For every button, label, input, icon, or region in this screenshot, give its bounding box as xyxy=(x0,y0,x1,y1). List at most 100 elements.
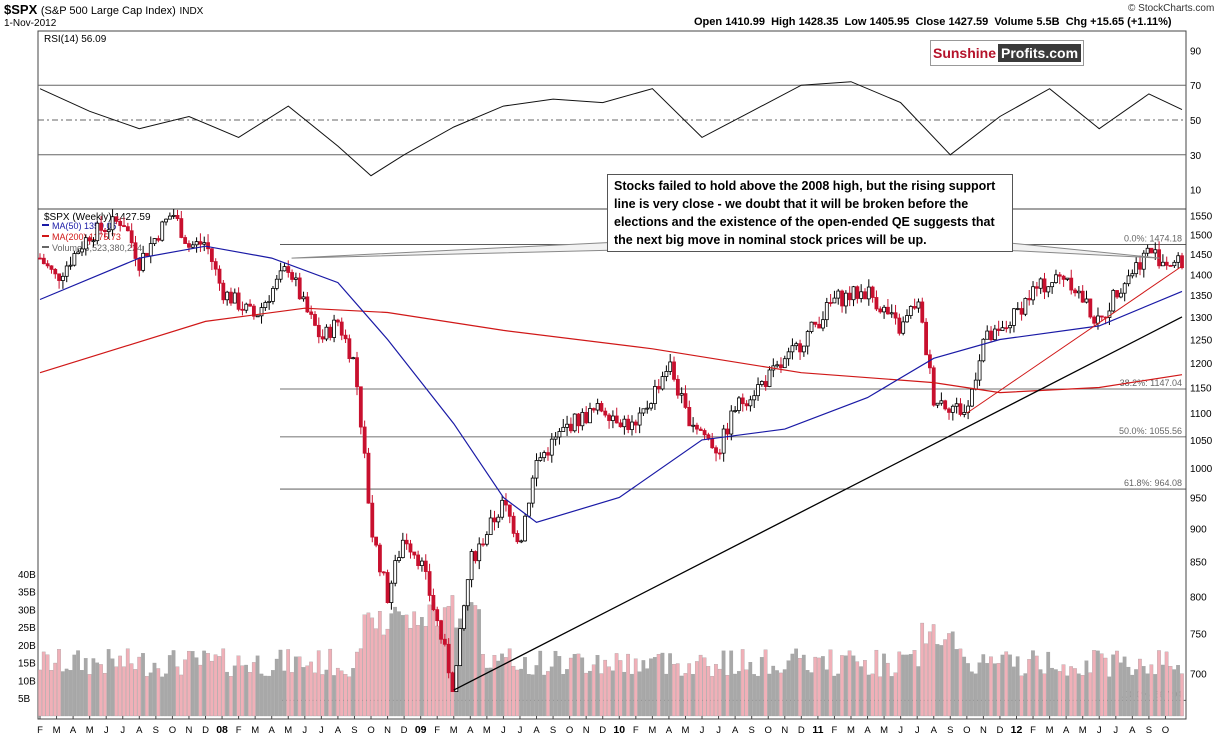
candle-body xyxy=(64,265,69,277)
volume-bar xyxy=(171,650,176,717)
volume-bar xyxy=(1019,675,1024,717)
high-value: 1428.35 xyxy=(798,16,839,28)
volume-bar xyxy=(267,675,271,717)
volume-bar xyxy=(526,674,531,717)
volume-bar xyxy=(1069,666,1073,717)
rsi-tick-label: 70 xyxy=(1190,81,1202,92)
volume-bar xyxy=(549,666,554,717)
price-tick-label: 1250 xyxy=(1190,336,1213,347)
candle-body xyxy=(561,426,566,432)
volume-bar xyxy=(141,653,145,717)
volume-bar xyxy=(183,659,187,717)
volume-bar xyxy=(679,675,684,717)
candle-body xyxy=(316,324,321,338)
candle-body xyxy=(824,302,829,321)
x-axis-label: 08 xyxy=(216,724,228,736)
volume-bar xyxy=(179,674,184,717)
volume-bar xyxy=(870,673,875,717)
candle-body xyxy=(790,345,795,353)
volume-bar xyxy=(538,650,543,717)
volume-bar xyxy=(855,661,860,717)
volume-bar xyxy=(633,658,638,717)
candle-body xyxy=(167,215,172,220)
volume-bar xyxy=(469,602,474,717)
volume-bar xyxy=(1084,660,1089,717)
volume-bar xyxy=(1065,675,1070,717)
volume-bar xyxy=(435,625,439,717)
volume-bar xyxy=(565,669,569,717)
candle-body xyxy=(355,357,359,388)
volume-bar xyxy=(966,663,970,717)
candle-body xyxy=(343,334,348,340)
volume-bar xyxy=(511,665,516,717)
volume-bar xyxy=(351,668,355,717)
volume-bar xyxy=(973,673,978,717)
candle-body xyxy=(859,291,864,299)
candle-body xyxy=(1149,247,1154,254)
candle-body xyxy=(1172,261,1177,267)
price-tick-label: 950 xyxy=(1190,494,1207,505)
x-axis-label: O xyxy=(765,725,772,736)
volume-bar xyxy=(863,660,867,717)
candle-body xyxy=(412,551,417,556)
x-axis-label: O xyxy=(963,725,970,736)
candle-body xyxy=(1019,308,1024,315)
volume-bar xyxy=(1118,662,1123,717)
candle-body xyxy=(439,620,443,640)
candle-body xyxy=(840,290,844,307)
x-axis-label: J xyxy=(501,725,506,736)
volume-bar xyxy=(229,676,233,717)
candle-body xyxy=(645,407,650,410)
candle-body xyxy=(737,397,741,411)
candle-body xyxy=(416,554,421,567)
volume-bar xyxy=(630,673,634,717)
volume-bar xyxy=(408,627,413,717)
x-axis-label: 11 xyxy=(812,724,823,736)
volume-bar xyxy=(271,670,275,717)
candle-body xyxy=(504,499,508,506)
volume-bar xyxy=(843,655,848,717)
candle-body xyxy=(1008,325,1013,329)
x-axis-label: M xyxy=(1079,725,1087,736)
candle-body xyxy=(985,330,990,340)
price-tick-label: 1050 xyxy=(1190,436,1213,447)
volume-bar xyxy=(1096,650,1100,717)
volume-bar xyxy=(897,651,902,717)
volume-bar xyxy=(175,666,180,717)
candle-body xyxy=(897,317,902,334)
volume-bar xyxy=(484,667,489,717)
candle-body xyxy=(729,410,734,435)
volume-bar xyxy=(748,662,753,717)
candle-body xyxy=(313,314,317,326)
volume-bar xyxy=(1042,673,1047,717)
candle-body xyxy=(557,431,562,438)
candle-body xyxy=(851,286,856,301)
price-panel: $SPX (Weekly) 1427.59 MA(50) 1359.06MA(2… xyxy=(18,208,1213,720)
candle-body xyxy=(309,311,314,315)
candle-body xyxy=(305,296,310,313)
volume-bar xyxy=(1126,666,1131,717)
volume-bar xyxy=(981,654,986,717)
candle-body xyxy=(775,364,780,367)
candle-body xyxy=(523,515,527,542)
volume-bar xyxy=(828,649,833,717)
volume-bar xyxy=(118,655,122,717)
candle-body xyxy=(187,243,191,248)
volume-bar xyxy=(381,634,386,717)
candle-body xyxy=(568,423,573,432)
candle-body xyxy=(450,672,455,692)
candle-body xyxy=(679,393,684,396)
x-axis-label: O xyxy=(169,725,176,736)
candle-body xyxy=(442,638,447,645)
candle-body xyxy=(542,452,547,459)
volume-bar xyxy=(240,665,245,717)
open-value: 1410.99 xyxy=(725,16,765,28)
volume-bar xyxy=(675,663,680,717)
volume-bar xyxy=(969,671,974,717)
candle-body xyxy=(580,411,585,427)
candle-body xyxy=(328,326,333,338)
volume-bar xyxy=(164,673,168,717)
volume-bar xyxy=(1057,671,1062,717)
volume-bar xyxy=(809,672,814,717)
volume-bar xyxy=(786,660,791,717)
